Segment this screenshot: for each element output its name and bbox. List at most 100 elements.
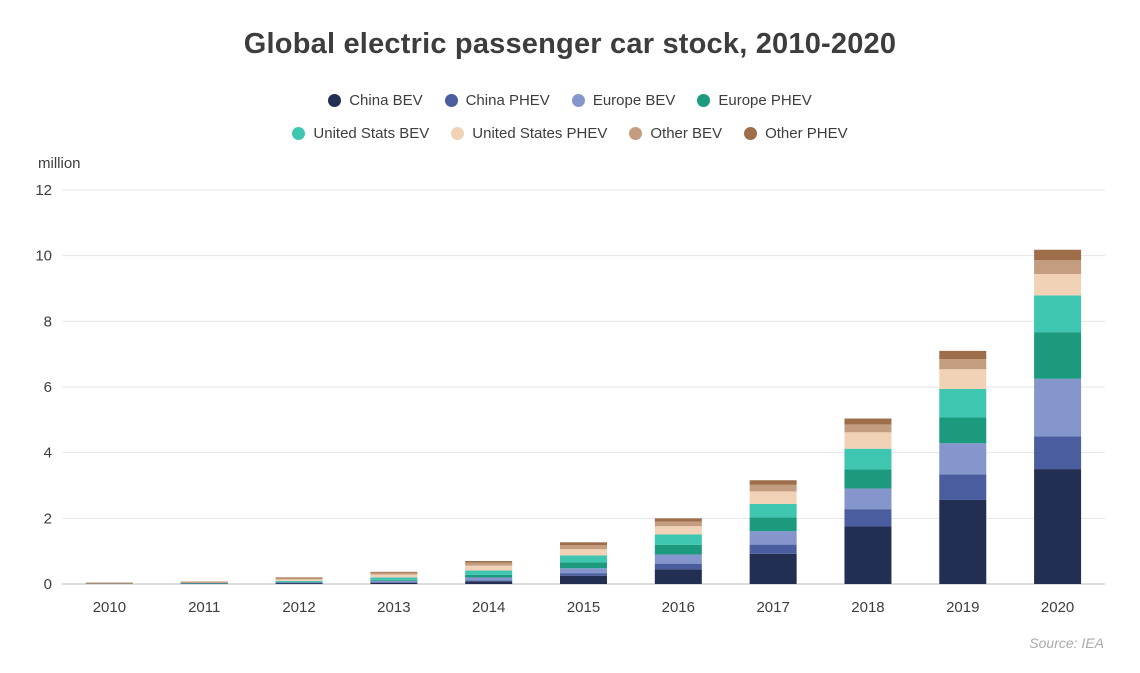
legend-row-2: United Stats BEV United States PHEV Other … (0, 125, 1140, 142)
bar-stack-2011 (180, 581, 228, 584)
bar-segment-2017-united-stats-bev (749, 503, 797, 518)
y-tick-label-6: 6 (44, 379, 52, 396)
bar-segment-2019-europe-phev (939, 417, 987, 444)
bar-segment-2012-china-bev (275, 583, 323, 584)
bar-segment-2014-china-bev (465, 581, 513, 584)
y-tick-label-2: 2 (44, 510, 52, 527)
bar-segment-2014-other-bev (465, 562, 513, 566)
bar-segment-2020-united-stats-bev (1034, 295, 1082, 333)
x-tick-label-2015: 2015 (567, 599, 600, 616)
bar-segment-2016-other-bev (654, 521, 702, 527)
bar-segment-2015-other-bev (560, 545, 607, 550)
bar-segment-2012-united-stats-bev (275, 581, 323, 583)
legend-item-china-bev: China BEV (328, 92, 423, 109)
bar-stack-2020 (1034, 249, 1082, 584)
y-tick-label-4: 4 (44, 445, 52, 462)
y-tick-label-12: 12 (35, 182, 52, 199)
bar-stack-2013 (370, 571, 418, 584)
bar-segment-2019-china-phev (939, 474, 987, 500)
legend-swatch-china-phev (444, 94, 458, 107)
legend-swatch-united-stats-bev (292, 127, 306, 140)
bar-segment-2016-china-phev (654, 563, 702, 570)
legend-swatch-europe-bev (571, 94, 585, 107)
bar-segment-2016-europe-bev (654, 554, 702, 564)
bar-segment-2017-other-bev (749, 484, 797, 492)
x-tick-label-2014: 2014 (472, 599, 505, 616)
bar-segment-2013-china-bev (370, 582, 418, 584)
x-tick-label-2017: 2017 (756, 599, 789, 616)
legend-item-china-phev: China PHEV (444, 92, 550, 109)
x-tick-label-2018: 2018 (851, 599, 884, 616)
bar-segment-2017-china-bev (749, 553, 797, 584)
legend-item-united-states-phev: United States PHEV (451, 125, 607, 142)
bar-segment-2018-china-bev (844, 526, 892, 584)
bar-segment-2014-europe-phev (465, 574, 513, 578)
y-tick-label-10: 10 (35, 248, 52, 265)
bar-segment-2019-united-states-phev (939, 369, 987, 389)
bar-segment-2013-other-phev (370, 571, 418, 573)
legend-row-1: China BEV China PHEV Europe BEV Europe PHEV (0, 92, 1140, 109)
legend-label-china-bev: China BEV (349, 92, 423, 109)
bar-segment-2020-china-bev (1034, 469, 1082, 584)
bar-segment-2015-europe-phev (560, 562, 607, 569)
chart-title: Global electric passenger car stock, 201… (243, 28, 897, 60)
bar-segment-2020-other-bev (1034, 260, 1082, 275)
bar-segment-2017-europe-phev (749, 517, 797, 532)
legend-item-europe-bev: Europe BEV (571, 92, 676, 109)
bar-segment-2020-china-phev (1034, 436, 1082, 470)
bar-segment-2018-europe-phev (844, 469, 892, 489)
x-tick-label-2016: 2016 (662, 599, 695, 616)
legend-swatch-other-phev (744, 127, 758, 140)
bar-segment-2018-other-bev (844, 424, 892, 433)
x-axis-ticks: 2010 2011 2012 2013 2014 2015 2016 2017 2018 2019… (93, 599, 1075, 616)
bar-segment-2016-united-stats-bev (654, 534, 702, 545)
legend-label-united-stats-bev: United Stats BEV (313, 125, 430, 142)
bar-segment-2019-other-phev (939, 350, 987, 360)
legend-label-other-phev: Other PHEV (765, 125, 848, 142)
bar-segment-2013-europe-bev (370, 580, 418, 583)
bar-stack-2012 (275, 577, 323, 584)
legend-swatch-china-bev (328, 94, 342, 107)
bar-segment-2019-europe-bev (939, 443, 987, 475)
bar-stack-2014 (465, 561, 513, 584)
bar-segment-2014-other-phev (465, 561, 513, 563)
legend-swatch-other-bev (629, 127, 643, 140)
bar-segment-2019-china-bev (939, 499, 987, 584)
bar-segment-2017-china-phev (749, 544, 797, 554)
bar-segment-2016-china-bev (654, 569, 702, 584)
bar-segment-2012-europe-bev (275, 582, 323, 584)
legend-label-other-bev: Other BEV (650, 125, 723, 142)
bar-stack-2010 (85, 582, 133, 584)
legend-item-other-phev: Other PHEV (744, 125, 848, 142)
bar-segment-2018-other-phev (844, 418, 892, 425)
bar-stack-2019 (939, 350, 987, 584)
bar-segment-2014-united-stats-bev (465, 570, 513, 575)
legend-label-europe-bev: Europe BEV (592, 92, 676, 109)
bar-segment-2016-united-states-phev (654, 526, 702, 535)
bar-segment-2013-other-bev (370, 572, 418, 575)
bar-segment-2015-other-phev (560, 542, 607, 546)
bar-segment-2012-united-states-phev (275, 579, 323, 582)
bar-segment-2014-china-phev (465, 580, 513, 582)
y-tick-label-8: 8 (44, 313, 52, 330)
legend-label-china-phev: China PHEV (465, 92, 550, 109)
bar-segment-2015-united-states-phev (560, 549, 607, 556)
bar-segment-2011-other-phev (180, 581, 228, 583)
bar-segment-2015-europe-bev (560, 568, 607, 574)
legend-label-united-states-phev: United States PHEV (472, 125, 608, 142)
legend-swatch-europe-phev (697, 94, 711, 107)
bar-stack-2017 (749, 480, 797, 584)
y-axis-unit-label: million (38, 155, 81, 172)
bar-segment-2013-united-states-phev (370, 574, 418, 578)
y-tick-label-0: 0 (44, 576, 52, 593)
x-tick-label-2010: 2010 (93, 599, 126, 616)
y-axis-ticks: 0 2 4 6 8 10 12 (35, 182, 52, 593)
bar-segment-2015-united-stats-bev (560, 555, 607, 563)
bar-segment-2018-united-stats-bev (844, 448, 892, 470)
bar-segment-2010-other-phev (85, 582, 133, 584)
bar-segment-2017-europe-bev (749, 531, 797, 545)
bar-segment-2013-europe-phev (370, 579, 418, 581)
bar-segment-2016-europe-phev (654, 544, 702, 555)
bar-segment-2020-united-states-phev (1034, 274, 1082, 296)
